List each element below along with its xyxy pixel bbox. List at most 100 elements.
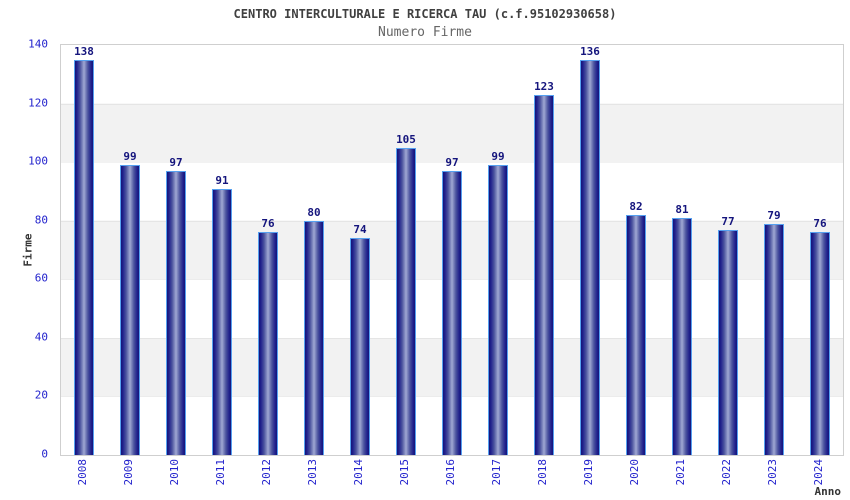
x-tick-label: 2010 <box>168 459 181 486</box>
bar-value-label: 76 <box>813 217 827 231</box>
bar-slot: 123 <box>521 45 567 455</box>
bar <box>350 238 370 455</box>
x-tick-label: 2022 <box>720 459 733 486</box>
y-tick-label: 100 <box>28 154 48 168</box>
bar <box>396 147 416 455</box>
x-tick-slot: 2014 <box>336 459 382 499</box>
bar-slot: 81 <box>659 45 705 455</box>
x-tick-label: 2013 <box>306 459 319 486</box>
bar <box>672 217 692 455</box>
bar-value-label: 105 <box>396 132 416 146</box>
bar-value-label: 97 <box>445 155 459 169</box>
bar-slot: 97 <box>153 45 199 455</box>
bar-value-label: 74 <box>353 223 367 237</box>
gridline <box>61 103 843 105</box>
bar <box>718 229 738 455</box>
bar-slot: 77 <box>705 45 751 455</box>
plot-area: 138 99 97 91 76 80 74 105 97 99 123 136 82 81 77 79 76 <box>60 44 844 456</box>
x-tick-slot: 2010 <box>152 459 198 499</box>
bar-value-label: 80 <box>307 205 321 219</box>
x-tick-slot: 2021 <box>658 459 704 499</box>
bar <box>810 232 830 455</box>
x-tick-label: 2012 <box>260 459 273 486</box>
x-tick-slot: 2020 <box>612 459 658 499</box>
bar <box>626 214 646 455</box>
x-tick-slot: 2019 <box>566 459 612 499</box>
bar-slot: 97 <box>429 45 475 455</box>
bar-slot: 82 <box>613 45 659 455</box>
bar-slot: 99 <box>475 45 521 455</box>
bar-slot: 76 <box>245 45 291 455</box>
bar-value-label: 123 <box>534 79 554 93</box>
bar-slot: 80 <box>291 45 337 455</box>
x-tick-label: 2011 <box>214 459 227 486</box>
y-tick-label: 0 <box>41 447 48 461</box>
x-tick-label: 2017 <box>490 459 503 486</box>
x-axis-title: Anno <box>814 485 842 498</box>
x-tick-slot: 2017 <box>474 459 520 499</box>
x-tick-label: 2023 <box>766 459 779 486</box>
bar-slot: 76 <box>797 45 843 455</box>
bars-container: 138 99 97 91 76 80 74 105 97 99 123 136 82 81 77 79 76 <box>61 45 843 455</box>
x-tick-label: 2016 <box>444 459 457 486</box>
bar-value-label: 136 <box>580 45 600 58</box>
bar-slot: 79 <box>751 45 797 455</box>
x-tick-slot: 2022 <box>704 459 750 499</box>
bar <box>166 170 186 455</box>
bar-value-label: 77 <box>721 214 735 228</box>
chart-subtitle: Numero Firme <box>378 25 472 40</box>
bar-value-label: 91 <box>215 173 229 187</box>
bar-value-label: 81 <box>675 202 689 216</box>
y-tick-label: 40 <box>34 330 48 344</box>
x-tick-slot: 2013 <box>290 459 336 499</box>
bar-slot: 105 <box>383 45 429 455</box>
bar-slot: 91 <box>199 45 245 455</box>
bar <box>304 220 324 455</box>
y-tick-label: 80 <box>34 213 48 227</box>
x-tick-label: 2008 <box>76 459 89 486</box>
y-tick-label: 20 <box>34 388 48 402</box>
bar-slot: 74 <box>337 45 383 455</box>
x-axis: 2008 2009 2010 2011 2012 2013 2014 2015 2016 2017… <box>60 459 842 499</box>
bar-slot: 138 <box>61 45 107 455</box>
x-tick-slot: 2011 <box>198 459 244 499</box>
bar <box>74 60 94 455</box>
y-tick-label: 60 <box>34 271 48 285</box>
x-tick-label: 2019 <box>582 459 595 486</box>
bar <box>120 165 140 455</box>
y-axis: 0 20 40 60 80 100 120 140 <box>0 38 54 461</box>
x-tick-slot: 2016 <box>428 459 474 499</box>
x-tick-label: 2018 <box>536 459 549 486</box>
x-tick-label: 2024 <box>812 459 825 486</box>
gridline <box>61 162 843 164</box>
bar <box>442 170 462 455</box>
bar <box>764 223 784 455</box>
x-tick-slot: 2012 <box>244 459 290 499</box>
bar-value-label: 99 <box>123 150 137 164</box>
bar-value-label: 82 <box>629 199 643 213</box>
x-tick-label: 2015 <box>398 459 411 486</box>
bar <box>488 165 508 455</box>
y-tick-label: 140 <box>28 37 48 51</box>
x-tick-label: 2009 <box>122 459 135 486</box>
bar-value-label: 79 <box>767 208 781 222</box>
y-tick-label: 120 <box>28 96 48 110</box>
bar-value-label: 138 <box>74 45 94 58</box>
x-tick-slot: 2018 <box>520 459 566 499</box>
bar-value-label: 97 <box>169 155 183 169</box>
bar-value-label: 76 <box>261 217 275 231</box>
bar <box>212 188 232 455</box>
x-tick-slot: 2015 <box>382 459 428 499</box>
bar <box>580 60 600 455</box>
bar <box>534 94 554 455</box>
x-tick-slot: 2008 <box>60 459 106 499</box>
bar-value-label: 99 <box>491 150 505 164</box>
x-tick-label: 2020 <box>628 459 641 486</box>
x-tick-label: 2014 <box>352 459 365 486</box>
x-tick-slot: 2023 <box>750 459 796 499</box>
bar-slot: 136 <box>567 45 613 455</box>
x-tick-label: 2021 <box>674 459 687 486</box>
bar <box>258 232 278 455</box>
x-tick-slot: 2009 <box>106 459 152 499</box>
